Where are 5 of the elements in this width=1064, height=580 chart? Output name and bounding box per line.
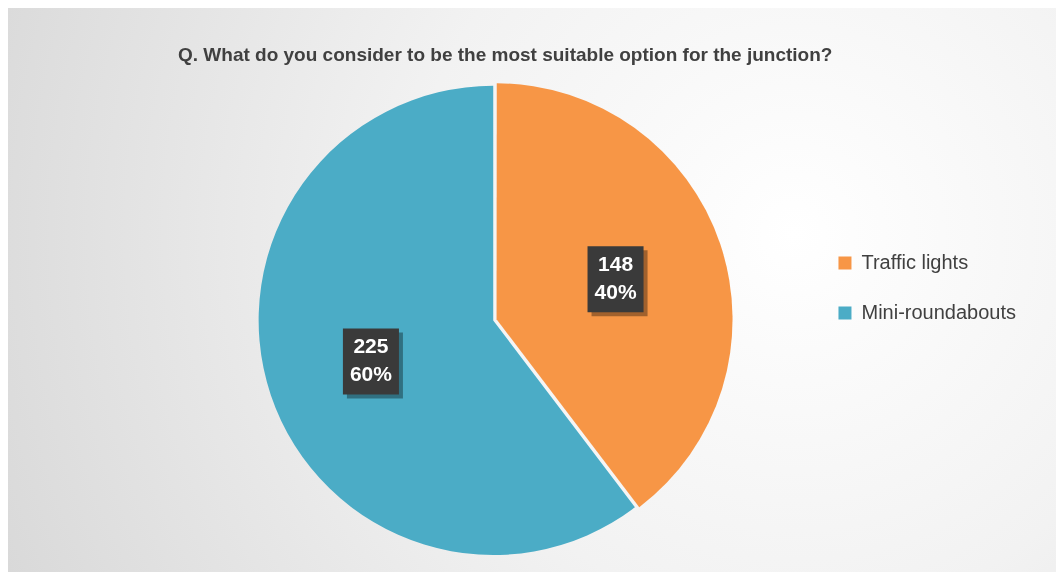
data-label: 225 60% [349, 334, 393, 386]
legend-label: Mini-roundabouts [861, 300, 1016, 323]
legend-label: Traffic lights [861, 250, 969, 273]
chart-title: Q. What do you consider to be the most suitable option for the junction? [178, 43, 833, 65]
data-label: 148 40% [594, 252, 637, 304]
